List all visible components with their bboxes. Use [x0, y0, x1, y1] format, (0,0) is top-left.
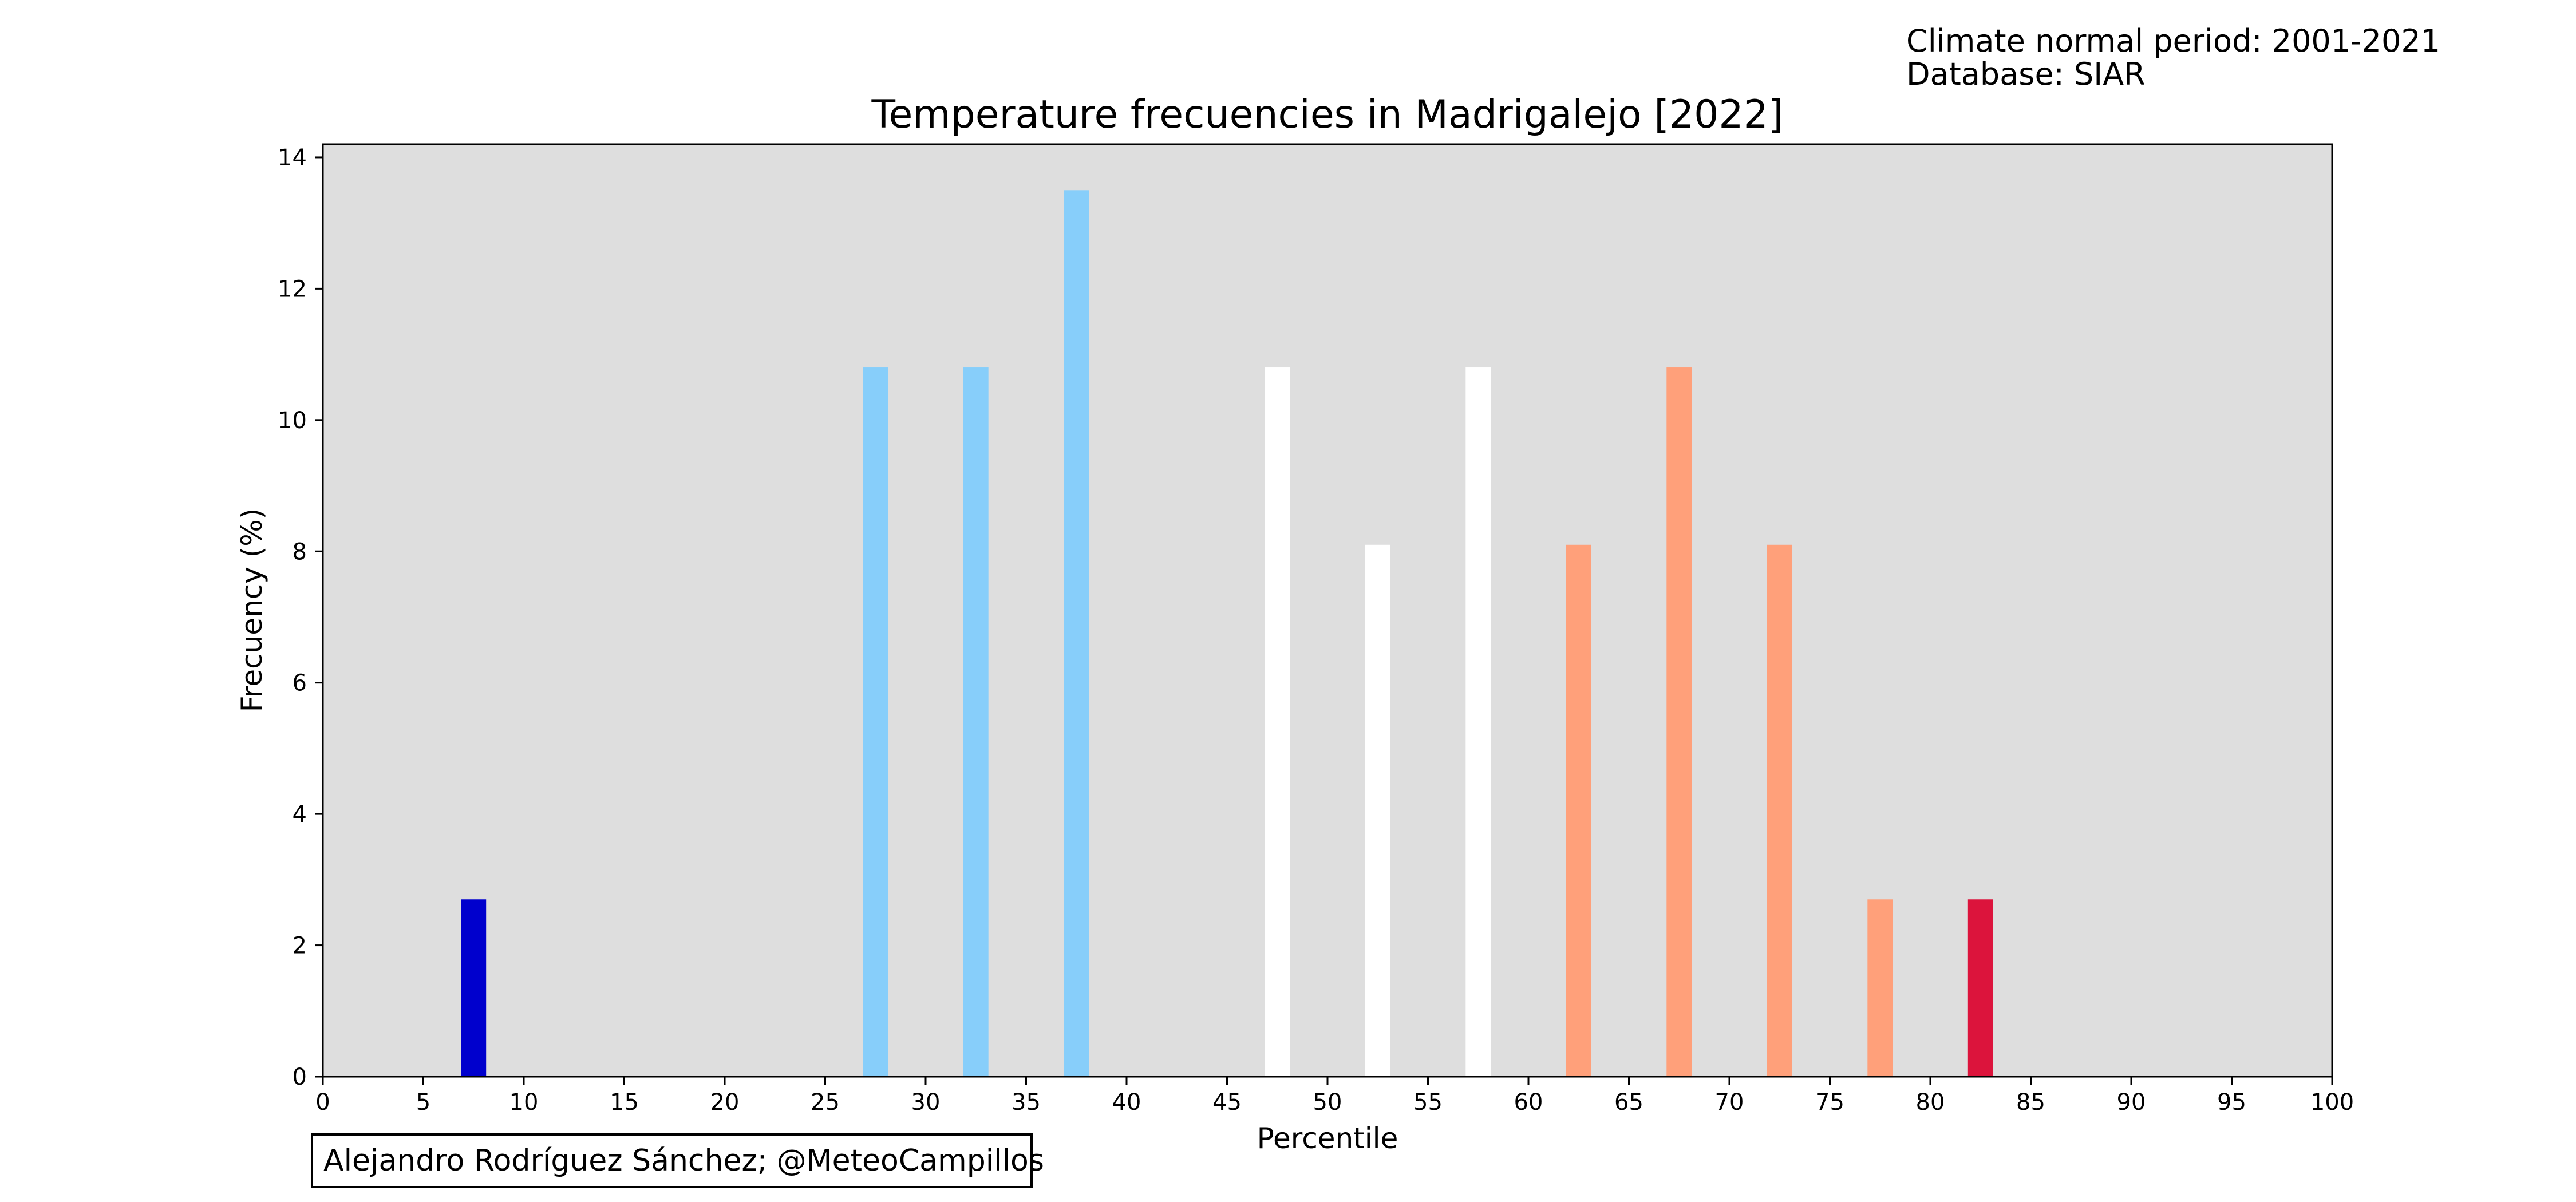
bar-group: [461, 190, 1993, 1077]
x-axis-label: Percentile: [1257, 1122, 1398, 1155]
x-axis: 0 5 10 15 20 25 30 35 40 45 50 55 60 65 70 75 80 85 90 95 10…: [315, 1077, 2354, 1116]
bar-9: [1767, 544, 1792, 1077]
x-tick-label: 55: [1413, 1089, 1443, 1116]
x-tick-label: 10: [509, 1089, 539, 1116]
x-tick-label: 85: [2016, 1089, 2045, 1116]
x-tick-label: 50: [1313, 1089, 1342, 1116]
credit-box: [311, 1133, 1033, 1188]
y-tick-label: 0: [293, 1064, 307, 1090]
y-axis-label: Frecuency (%): [235, 508, 268, 712]
credit-text: Alejandro Rodríguez Sánchez; @MeteoCampi…: [323, 1144, 1044, 1178]
x-tick-label: 90: [2117, 1089, 2146, 1116]
bar-2: [963, 367, 989, 1077]
x-tick-label: 40: [1112, 1089, 1141, 1116]
y-tick-label: 12: [278, 276, 307, 302]
plot-area: [323, 144, 2332, 1077]
header-period: Climate normal period: 2001-2021: [1906, 23, 2440, 59]
y-tick-label: 10: [278, 408, 307, 434]
bar-5: [1365, 544, 1390, 1077]
bar-6: [1465, 367, 1491, 1077]
bar-7: [1566, 544, 1591, 1077]
header-database: Database: SIAR: [1906, 56, 2146, 92]
y-tick-label: 2: [293, 933, 307, 959]
y-tick-label: 8: [293, 539, 307, 565]
x-tick-label: 25: [811, 1089, 840, 1116]
x-tick-label: 80: [1916, 1089, 1945, 1116]
y-tick-label: 14: [278, 145, 307, 171]
x-tick-label: 75: [1815, 1089, 1844, 1116]
y-tick-label: 4: [293, 801, 307, 828]
x-tick-label: 5: [416, 1089, 430, 1116]
x-tick-label: 30: [911, 1089, 941, 1116]
x-tick-label: 70: [1715, 1089, 1744, 1116]
y-axis: 0 2 4 6 8 10 12 14: [278, 145, 323, 1090]
y-tick-label: 6: [293, 670, 307, 697]
x-tick-label: 0: [315, 1089, 330, 1116]
x-tick-label: 15: [610, 1089, 639, 1116]
x-tick-label: 60: [1514, 1089, 1543, 1116]
bar-3: [1064, 190, 1089, 1077]
x-tick-label: 65: [1614, 1089, 1643, 1116]
x-tick-label: 20: [710, 1089, 740, 1116]
x-tick-label: 35: [1012, 1089, 1041, 1116]
bar-0: [461, 899, 487, 1077]
bar-8: [1666, 367, 1692, 1077]
bar-4: [1265, 367, 1290, 1077]
bar-10: [1867, 899, 1893, 1077]
bar-1: [863, 367, 888, 1077]
x-tick-label: 95: [2217, 1089, 2246, 1116]
x-tick-label: 45: [1212, 1089, 1242, 1116]
x-tick-label: 100: [2310, 1089, 2354, 1116]
chart-title: Temperature frecuencies in Madrigalejo […: [871, 92, 1784, 137]
bar-11: [1967, 899, 1993, 1077]
